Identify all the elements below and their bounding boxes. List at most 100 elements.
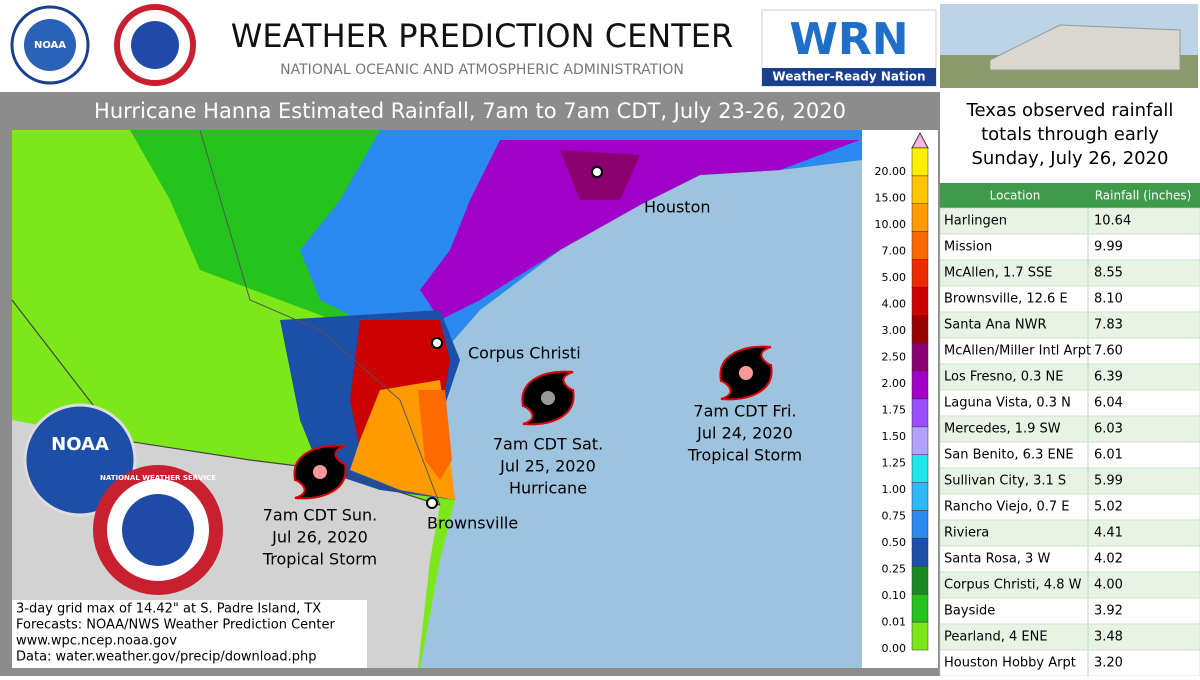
location-name: Santa Rosa, 3 W	[944, 552, 1050, 567]
wrn-tagline: Weather-Ready Nation	[772, 70, 925, 84]
legend-swatch	[911, 175, 929, 205]
footnote-line: 3-day grid max of 14.42" at S. Padre Isl…	[16, 602, 321, 617]
legend-swatch	[911, 510, 929, 539]
rainfall-table: Texas observed rainfall totals through ea…	[939, 100, 1200, 677]
location-name: Rancho Viejo, 0.7 E	[944, 500, 1070, 515]
legend-swatch	[911, 426, 929, 456]
table-header: Location	[990, 189, 1041, 203]
table-row	[939, 493, 1200, 521]
rainfall-value: 5.02	[1094, 500, 1123, 515]
table-header-bg	[940, 183, 1200, 208]
storm-eye	[313, 465, 327, 479]
building	[989, 24, 1181, 71]
rainfall-value: 4.00	[1094, 578, 1123, 593]
location-name: Santa Ana NWR	[944, 318, 1047, 333]
storm-eye	[739, 366, 753, 380]
legend-label: 1.25	[882, 456, 907, 469]
rainfall-value: 6.01	[1094, 448, 1123, 463]
rain-band-purple	[420, 140, 860, 320]
legend-label: 0.10	[882, 589, 907, 602]
footnote-box	[12, 600, 367, 668]
legend-swatch	[911, 342, 929, 372]
rainfall-value: 4.41	[1094, 526, 1123, 541]
table-row	[939, 259, 1200, 287]
rainfall-value: 4.02	[1094, 552, 1123, 567]
legend-label: 15.00	[875, 191, 907, 204]
storm-label: Tropical Storm	[687, 446, 802, 465]
legend-label: 10.00	[875, 218, 907, 231]
wrn-logo-text: WRN	[789, 14, 908, 65]
rainfall-value: 6.03	[1094, 422, 1123, 437]
rainfall-value: 9.99	[1094, 240, 1123, 255]
location-name: Bayside	[944, 604, 995, 619]
nws-seal-inner	[131, 21, 179, 69]
location-name: Los Fresno, 0.3 NE	[944, 370, 1063, 385]
table-header: Rainfall (inches)	[1095, 189, 1192, 203]
border	[11, 299, 441, 506]
legend-label: 2.00	[882, 377, 907, 390]
legend-swatch	[911, 315, 929, 344]
rainfall-value: 7.60	[1094, 344, 1123, 359]
nws-map-logo-text: NATIONAL WEATHER SERVICE	[100, 474, 216, 482]
rainfall-value: 7.83	[1094, 318, 1123, 333]
legend-label: 20.00	[875, 165, 907, 178]
table-row	[939, 233, 1200, 261]
noaa-map-logo-text: NOAA	[51, 434, 109, 455]
table-row	[939, 545, 1200, 573]
legend-swatch	[911, 231, 929, 260]
table-row	[939, 649, 1200, 677]
rainfall-value: 8.10	[1094, 292, 1123, 307]
legend-swatch	[911, 621, 929, 651]
location-name: Sullivan City, 3.1 S	[944, 474, 1066, 489]
storm-label: 7am CDT Fri.	[693, 402, 796, 421]
location-name: Mission	[944, 240, 992, 255]
table-row	[939, 519, 1200, 547]
cities: Houston Corpus Christi Brownsville	[426, 166, 711, 533]
legend-label: 4.00	[882, 297, 907, 310]
rainfall-value: 3.48	[1094, 630, 1123, 645]
footnote-line: Data: water.weather.gov/precip/download.…	[16, 650, 316, 665]
city-label: Houston	[644, 198, 711, 217]
rainfall-value: 3.20	[1094, 656, 1123, 671]
noaa-logo-text: NOAA	[34, 40, 66, 51]
header-title: WEATHER PREDICTION CENTER	[231, 17, 733, 55]
legend-swatch	[911, 398, 929, 428]
location-name: Houston Hobby Arpt	[944, 656, 1076, 671]
rainfall-value: 10.64	[1094, 214, 1131, 229]
legend-swatch	[911, 287, 929, 316]
storm-label: Jul 26, 2020	[271, 528, 368, 547]
legend-swatch	[911, 370, 929, 400]
location-name: Laguna Vista, 0.3 N	[944, 396, 1071, 411]
legend-swatch	[911, 538, 929, 567]
legend-label: 3.00	[882, 324, 907, 337]
location-name: McAllen/Miller Intl Arpt	[944, 344, 1091, 359]
legend-label: 1.50	[882, 430, 907, 443]
location-name: Harlingen	[944, 214, 1007, 229]
county-lines	[199, 129, 441, 506]
location-name: San Benito, 6.3 ENE	[944, 448, 1074, 463]
city-label: Brownsville	[427, 514, 518, 533]
legend-label: 2.50	[882, 350, 907, 363]
wrn-band	[762, 68, 936, 86]
location-name: Riviera	[944, 526, 989, 541]
storm-eye	[541, 391, 555, 405]
legend-label: 7.00	[882, 244, 907, 257]
location-name: Pearland, 4 ENE	[944, 630, 1048, 645]
storm-label: Hurricane	[509, 479, 587, 498]
legend-swatch	[911, 259, 929, 288]
footnote-line: www.wpc.ncep.noaa.gov	[16, 634, 177, 649]
city-marker	[431, 337, 443, 349]
location-name: McAllen, 1.7 SSE	[944, 266, 1053, 281]
table-row	[939, 207, 1200, 235]
storm-label: Jul 24, 2020	[696, 424, 793, 443]
legend-label: 1.00	[882, 483, 907, 496]
legend-swatch	[911, 454, 929, 483]
storm-label: Jul 25, 2020	[499, 457, 596, 476]
nws-map-logo-inner	[122, 494, 194, 566]
legend-swatch	[911, 593, 929, 623]
table-row	[939, 467, 1200, 495]
table-row	[939, 623, 1200, 651]
storm-label: Tropical Storm	[262, 550, 377, 569]
legend-swatch	[911, 482, 929, 511]
